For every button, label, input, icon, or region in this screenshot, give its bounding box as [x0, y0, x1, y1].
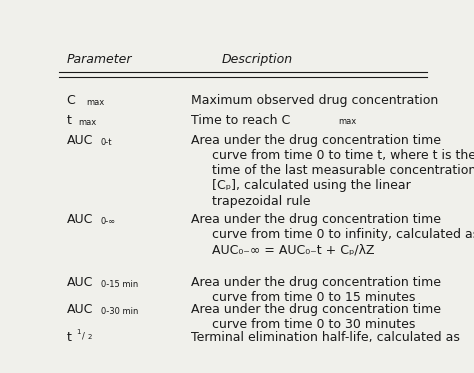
Text: Area under the drug concentration time: Area under the drug concentration time: [191, 276, 441, 289]
Text: Area under the drug concentration time: Area under the drug concentration time: [191, 303, 441, 316]
Text: C: C: [66, 94, 75, 107]
Text: Area under the drug concentration time: Area under the drug concentration time: [191, 134, 441, 147]
Text: 0-t: 0-t: [101, 138, 112, 147]
Text: 0-15 min: 0-15 min: [101, 280, 138, 289]
Text: AUC: AUC: [66, 134, 93, 147]
Text: Parameter: Parameter: [66, 53, 132, 66]
Text: Maximum observed drug concentration: Maximum observed drug concentration: [191, 94, 439, 107]
Text: max: max: [338, 117, 357, 126]
Text: max: max: [86, 98, 105, 107]
Text: t: t: [66, 330, 72, 344]
Text: curve from time 0 to time t, where t is the: curve from time 0 to time t, where t is …: [212, 149, 474, 162]
Text: 0-∞: 0-∞: [101, 217, 116, 226]
Text: Area under the drug concentration time: Area under the drug concentration time: [191, 213, 441, 226]
Text: AUC: AUC: [66, 303, 93, 316]
Text: AUC₀₋∞ = AUC₀₋t + Cₚ/λZ: AUC₀₋∞ = AUC₀₋t + Cₚ/λZ: [212, 243, 374, 256]
Text: Time to reach C: Time to reach C: [191, 114, 291, 127]
Text: 0-30 min: 0-30 min: [101, 307, 138, 316]
Text: Description: Description: [222, 53, 293, 66]
Text: Terminal elimination half-life, calculated as: Terminal elimination half-life, calculat…: [191, 330, 460, 344]
Text: curve from time 0 to 30 minutes: curve from time 0 to 30 minutes: [212, 319, 415, 332]
Text: [Cₚ], calculated using the linear: [Cₚ], calculated using the linear: [212, 179, 410, 192]
Text: t: t: [66, 114, 72, 127]
Text: /: /: [82, 331, 85, 340]
Text: curve from time 0 to 15 minutes: curve from time 0 to 15 minutes: [212, 291, 415, 304]
Text: max: max: [78, 118, 97, 127]
Text: trapezoidal rule: trapezoidal rule: [212, 195, 310, 208]
Text: AUC: AUC: [66, 213, 93, 226]
Text: 1: 1: [76, 329, 81, 335]
Text: AUC: AUC: [66, 276, 93, 289]
Text: curve from time 0 to infinity, calculated as: curve from time 0 to infinity, calculate…: [212, 228, 474, 241]
Text: time of the last measurable concentration: time of the last measurable concentratio…: [212, 164, 474, 177]
Text: 2: 2: [87, 334, 91, 340]
